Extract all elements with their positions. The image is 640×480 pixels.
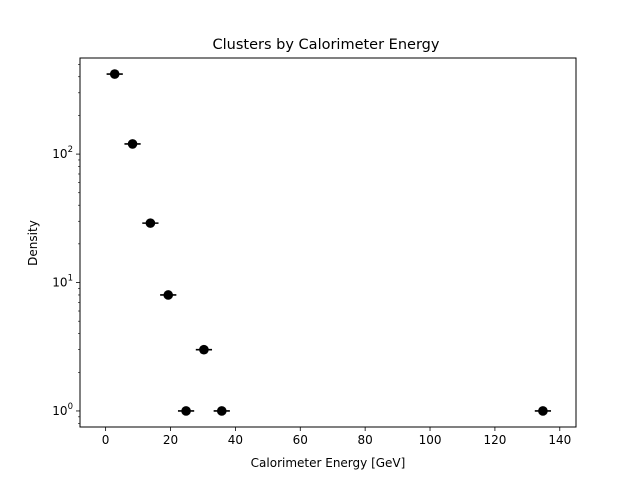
y-tick-base: 10 [52, 276, 67, 290]
y-tick-label: 102 [52, 145, 73, 161]
data-point [163, 290, 174, 300]
x-axis: 0 20 40 60 80 100 120 140 [102, 427, 571, 447]
data-point [181, 406, 191, 416]
x-tick-label: 60 [293, 433, 308, 447]
x-tick-label: 120 [483, 433, 506, 447]
data-point [199, 344, 209, 355]
chart-title: Clusters by Calorimeter Energy [213, 37, 440, 53]
y-tick-label: 101 [52, 274, 73, 290]
x-tick-label: 40 [228, 433, 243, 447]
y-tick-exponent: 2 [68, 145, 73, 155]
plot-frame [79, 57, 577, 428]
x-tick-label: 80 [358, 433, 373, 447]
y-axis-label: Density [26, 220, 40, 266]
data-point [538, 406, 548, 416]
x-tick-label: 140 [548, 433, 571, 447]
y-tick-exponent: 0 [68, 402, 73, 412]
x-tick-label: 20 [163, 433, 178, 447]
y-axis-minor-ticks [78, 64, 80, 424]
y-tick-base: 10 [52, 147, 67, 161]
y-tick-exponent: 1 [68, 274, 73, 284]
y-tick-label: 100 [52, 402, 73, 418]
x-tick-label: 0 [102, 433, 110, 447]
data-points [106, 69, 552, 416]
x-tick-label: 100 [419, 433, 442, 447]
data-point [109, 69, 120, 79]
x-axis-label: Calorimeter Energy [GeV] [251, 456, 406, 470]
data-point [216, 406, 227, 416]
y-tick-base: 10 [52, 404, 67, 418]
data-point [127, 139, 138, 149]
data-point [145, 218, 156, 228]
